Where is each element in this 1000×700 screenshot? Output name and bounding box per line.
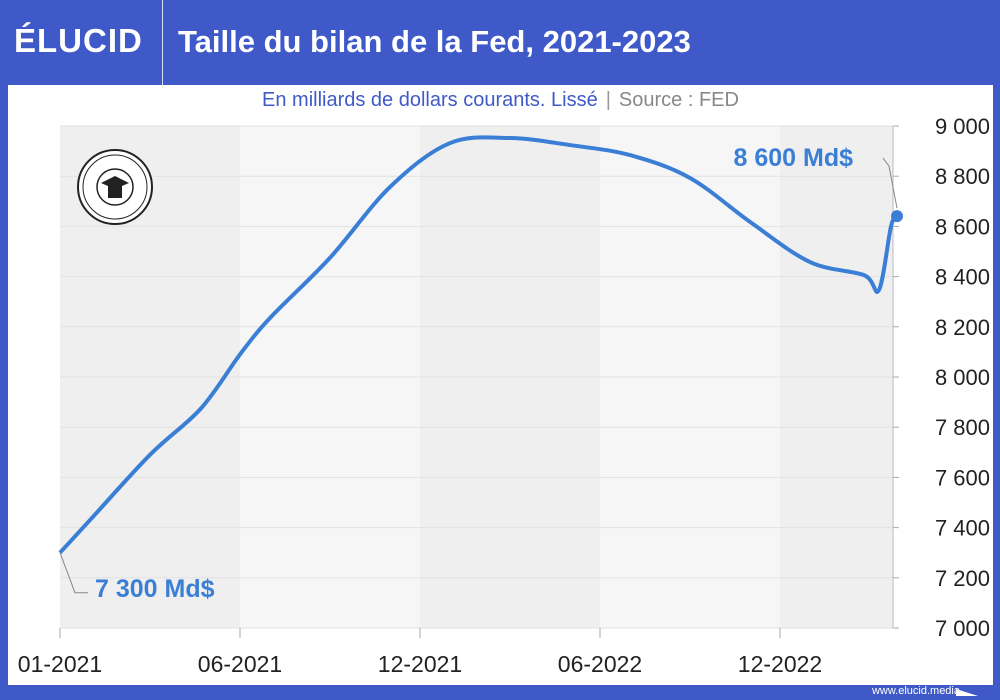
footer-url[interactable]: www.elucid.media	[871, 685, 960, 697]
y-tick-label: 7 200	[935, 566, 990, 591]
annotation-leader	[882, 157, 898, 209]
elucid-flag-icon	[956, 689, 978, 696]
x-tick-label: 12-2021	[378, 651, 462, 677]
header: ÉLUCID Taille du bilan de la Fed, 2021-2…	[0, 0, 1000, 85]
x-tick-label: 06-2022	[558, 651, 642, 677]
x-tick-label: 01-2021	[18, 651, 102, 677]
y-tick-label: 8 200	[935, 315, 990, 340]
federal-reserve-seal-icon	[77, 149, 153, 225]
x-tick-label: 12-2022	[738, 651, 822, 677]
y-tick-label: 7 600	[935, 465, 990, 490]
subtitle-separator: |	[605, 89, 611, 111]
x-tick-label: 06-2021	[198, 651, 282, 677]
annotation-leader	[59, 552, 88, 594]
y-tick-label: 7 400	[935, 516, 990, 541]
source-text: Source : FED	[618, 89, 739, 111]
series-line	[58, 135, 899, 555]
chart-title: Taille du bilan de la Fed, 2021-2023	[178, 24, 691, 59]
y-tick-label: 8 400	[935, 265, 990, 290]
y-tick-label: 9 000	[935, 114, 990, 139]
chart-subtitle: En milliards de dollars courants. Lissé |…	[8, 89, 993, 112]
y-tick-label: 7 800	[935, 415, 990, 440]
end-point-marker	[891, 210, 903, 223]
y-tick-label: 7 000	[935, 616, 990, 641]
header-divider	[162, 0, 163, 85]
y-tick-label: 8 000	[935, 365, 990, 390]
elucid-logo: ÉLUCID	[14, 22, 143, 59]
start-value-label: 7 300 Md$	[95, 575, 215, 603]
subtitle-text: En milliards de dollars courants. Lissé	[262, 89, 598, 111]
y-tick-label: 8 600	[935, 214, 990, 239]
y-tick-label: 8 800	[935, 164, 990, 189]
end-value-label: 8 600 Md$	[733, 144, 853, 172]
